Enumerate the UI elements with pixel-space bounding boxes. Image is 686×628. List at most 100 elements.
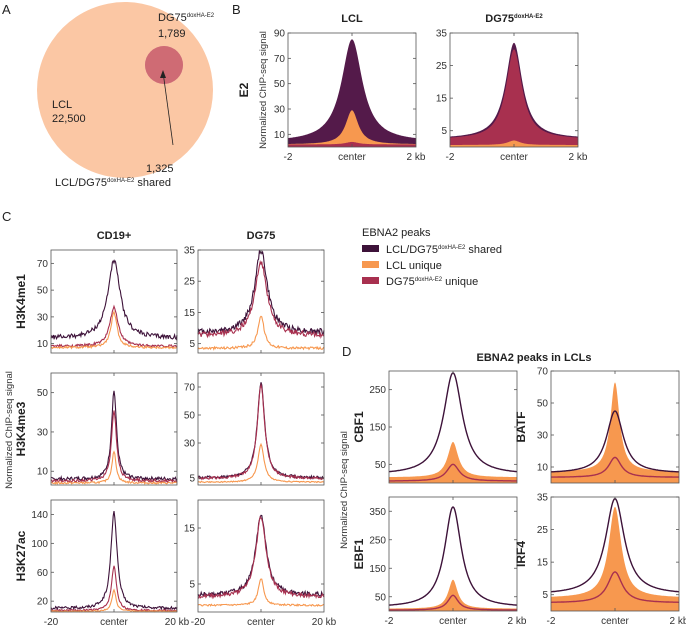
y-tick-label: 30: [37, 312, 49, 323]
y-tick-label: 10: [537, 463, 549, 474]
plot-title: DG75: [247, 230, 276, 242]
venn-overlap: [145, 46, 183, 84]
y-axis-label-c: Normalized ChIP-seq signal: [4, 371, 15, 489]
plot-frame: [50, 499, 178, 613]
y-tick-label: 10: [274, 130, 286, 141]
legend-swatch-dg75-unique: [362, 277, 379, 284]
y-tick-label: 250: [369, 385, 386, 396]
series-line-dg75-unique: [197, 259, 325, 340]
series-line-shared: [550, 410, 680, 473]
series-line-dg75-unique: [551, 571, 679, 603]
series-line-dg75-unique: [50, 565, 177, 613]
row-label-e2: E2: [237, 82, 251, 97]
series-line-lcl-unique: [197, 578, 325, 608]
venn-shared-count: 1,325: [146, 163, 174, 175]
legend-swatch-lcl-unique: [362, 261, 379, 268]
row-label: H3K4me1: [14, 274, 28, 329]
series-area-lcl-unique: [389, 441, 517, 483]
series-line-dg75-unique: [389, 594, 517, 611]
y-tick-label: 35: [184, 246, 196, 257]
series-line-dg75-unique: [389, 463, 517, 482]
y-tick-label: 100: [31, 539, 48, 550]
legend-swatch-shared: [362, 245, 379, 252]
y-tick-label: 50: [375, 460, 387, 471]
y-tick-label: 50: [37, 388, 49, 399]
plots: 10 30 50 70 90 LCL -2 center 2 kb 5 15 25 35 DG75doxH…: [14, 13, 686, 628]
panel-letter-d: D: [342, 344, 351, 359]
venn-diagram: DG75doxHA-E2 1,789 LCL 22,500 1,325 LCL/…: [37, 2, 215, 189]
row-label: CBF1: [352, 411, 366, 443]
y-tick-label: 35: [436, 29, 448, 40]
series-line-shared: [50, 259, 178, 341]
x-tick-label: center: [439, 616, 467, 627]
y-tick-label: 70: [37, 259, 49, 270]
y-tick-label: 15: [184, 308, 196, 319]
chart-c-cd19-h3k4me3: 10 30 50 H3K4me3: [14, 372, 178, 486]
series-line-shared: [197, 514, 325, 599]
series-area-lcl-unique: [551, 506, 679, 611]
y-axis-label-d: Normalized ChIP-seq signal: [339, 431, 350, 549]
y-tick-label: 15: [436, 94, 448, 105]
series-line-dg75-unique: [197, 383, 325, 481]
chart-c-cd19-h3k4me1: 10 30 50 70 CD19+ H3K4me1: [14, 230, 178, 354]
y-tick-label: 350: [369, 507, 386, 518]
chart-d-cbf1: 50 150 250 CBF1: [352, 370, 518, 484]
x-tick-label: -2: [547, 616, 556, 627]
y-tick-label: 25: [436, 61, 448, 72]
y-tick-label: 30: [37, 427, 49, 438]
row-label: H3K27ac: [14, 530, 28, 581]
y-tick-label: 30: [537, 431, 549, 442]
row-label: H3K4me3: [14, 401, 28, 456]
series-line-dg75-unique: [551, 456, 679, 478]
y-tick-label: 50: [184, 411, 196, 422]
panel-letter-a: A: [2, 2, 11, 17]
series-area-lcl-unique: [288, 110, 416, 147]
series-area-shared: [288, 39, 416, 147]
series-line-lcl-unique: [50, 310, 178, 350]
series-line-dg75-unique: [50, 304, 178, 349]
plot-frame: [50, 372, 178, 486]
y-tick-label: 50: [537, 399, 549, 410]
row-label: EBF1: [352, 538, 366, 569]
row-label: BATF: [514, 411, 528, 442]
venn-lcl-count: 22,500: [52, 113, 86, 125]
plot-title: DG75doxHA-E2: [485, 13, 543, 25]
legend: EBNA2 peaks LCL/DG75doxHA-E2 shared LCL …: [362, 227, 502, 288]
x-tick-label: 2 kb: [569, 152, 588, 163]
legend-item-shared: LCL/DG75doxHA-E2 shared: [386, 244, 502, 256]
venn-arrow-head: [160, 70, 166, 78]
y-tick-label: 20: [37, 597, 49, 608]
chart-b-dg75: 5 15 25 35 DG75doxHA-E2 -2 center 2 kb: [436, 13, 588, 163]
x-tick-label: -2: [446, 152, 455, 163]
series-line-shared: [50, 511, 178, 611]
venn-arrow: [162, 71, 174, 146]
series-area-dg75-unique: [450, 49, 578, 147]
series-line-lcl-unique: [50, 588, 178, 613]
y-tick-label: 30: [274, 105, 286, 116]
y-tick-label: 10: [37, 339, 49, 350]
y-tick-label: 35: [537, 493, 549, 504]
x-tick-label: center: [601, 616, 629, 627]
chart-d-batf: 10 30 50 70 BATF: [514, 367, 680, 484]
x-tick-label: center: [247, 617, 275, 628]
series-line-shared: [50, 390, 178, 482]
x-tick-label: center: [500, 152, 528, 163]
panel-letter-c: C: [2, 209, 11, 224]
y-tick-label: 5: [189, 474, 195, 485]
y-tick-label: 5: [542, 590, 548, 601]
y-tick-label: 5: [189, 339, 195, 350]
venn-lcl-label: LCL: [52, 99, 72, 111]
chart-b-lcl: 10 30 50 70 90 LCL -2 center 2 kb: [274, 13, 426, 163]
series-line-shared: [389, 506, 517, 606]
venn-dg75-count: 1,789: [158, 28, 186, 40]
plot-frame: [197, 372, 325, 486]
legend-item-dg75-unique: DG75doxHA-E2 unique: [386, 276, 478, 288]
x-tick-label: 20 kb: [165, 617, 190, 628]
x-tick-label: 2 kb: [670, 616, 686, 627]
y-tick-label: 25: [184, 277, 196, 288]
y-tick-label: 5: [441, 126, 447, 137]
series-line-dg75-unique: [50, 410, 178, 484]
x-tick-label: 2 kb: [407, 152, 426, 163]
